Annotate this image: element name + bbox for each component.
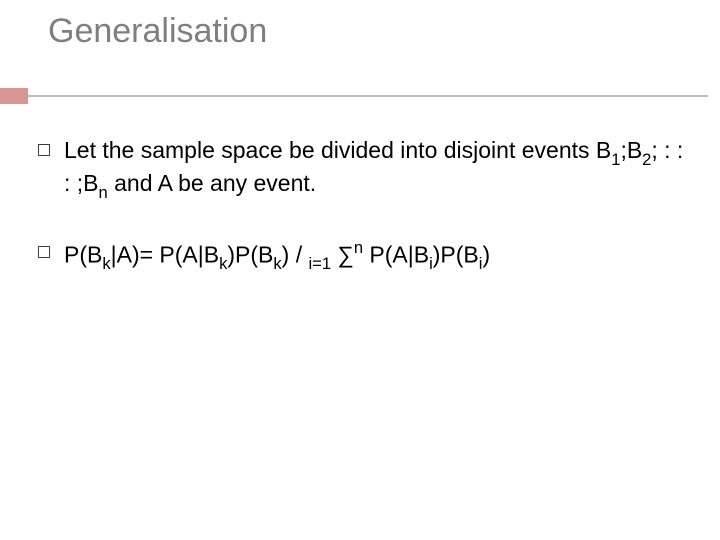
bullet-text: Let the sample space be divided into dis… [64, 136, 692, 202]
superscript: n [354, 238, 363, 257]
subscript: k [273, 254, 281, 273]
subscript: k [219, 254, 227, 273]
subscript: 1 [611, 150, 620, 169]
subscript: i [479, 254, 483, 273]
text-run: and A be any event. [108, 170, 316, 196]
subscript: i [429, 254, 433, 273]
bullet-marker-icon [38, 246, 50, 258]
text-run: )P(B [227, 241, 273, 267]
bullet-item: P(Bk|A)= P(A|Bk)P(Bk) / i=1 ∑n P(A|Bi)P(… [38, 238, 692, 273]
text-run: ∑ [331, 241, 354, 267]
slide-title: Generalisation [48, 12, 267, 51]
bullet-marker-icon [38, 144, 50, 156]
bullet-item: Let the sample space be divided into dis… [38, 136, 692, 202]
text-run: |A)= P(A|B [111, 241, 219, 267]
text-run: Let the sample space be divided into dis… [64, 137, 611, 163]
text-run: P(A|B [363, 241, 429, 267]
text-run: )P(B [433, 241, 479, 267]
slide: Generalisation Let the sample space be d… [0, 0, 720, 540]
text-run: ) / [282, 241, 309, 267]
accent-block [0, 88, 28, 104]
subscript: n [99, 183, 108, 202]
text-run: ) [482, 241, 490, 267]
content-area: Let the sample space be divided into dis… [38, 136, 692, 309]
text-run: ;B [620, 137, 642, 163]
subscript: i=1 [308, 254, 331, 273]
bullet-text: P(Bk|A)= P(A|Bk)P(Bk) / i=1 ∑n P(A|Bi)P(… [64, 238, 692, 273]
text-run: P(B [64, 241, 102, 267]
title-divider [0, 88, 720, 104]
subscript: k [102, 254, 110, 273]
divider-line [28, 95, 708, 97]
subscript: 2 [642, 150, 651, 169]
